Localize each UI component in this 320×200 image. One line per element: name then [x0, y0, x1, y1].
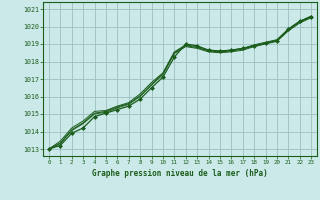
X-axis label: Graphe pression niveau de la mer (hPa): Graphe pression niveau de la mer (hPa) [92, 169, 268, 178]
